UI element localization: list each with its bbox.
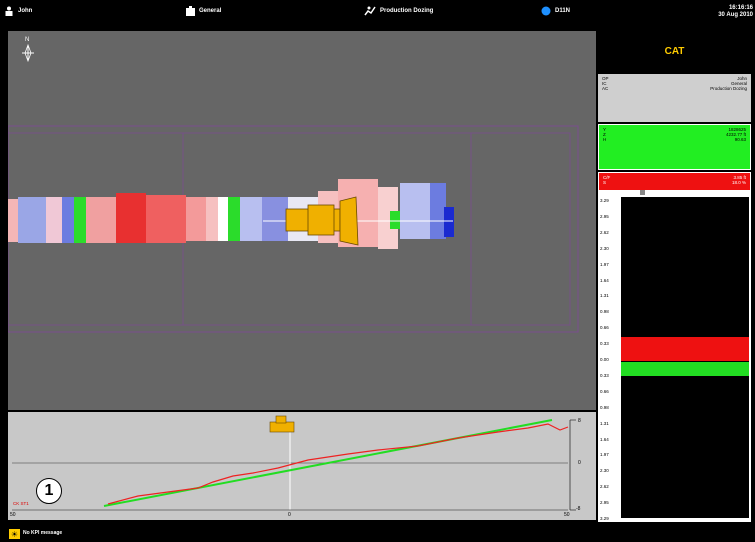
gauge-tick-label: 2.95 — [600, 500, 609, 506]
kpi-message: No KPI message — [23, 530, 63, 536]
machine-name: D11N — [555, 8, 571, 14]
gauge-marker — [640, 190, 645, 195]
gauge-tick-label: 1.64 — [600, 277, 609, 283]
gauge-tick-label: 2.30 — [600, 468, 609, 474]
gauge-tick-label: 1.31 — [600, 420, 609, 426]
implement-name: General — [199, 8, 222, 14]
gauge-tick-label: 2.30 — [600, 245, 609, 251]
activity-name: Production Dozing — [380, 8, 434, 14]
gauge-tick-label: 0.00 — [600, 357, 609, 362]
implement-icon — [186, 6, 195, 16]
profile-mid-scale: 0 — [578, 460, 581, 466]
logo-panel: CAT — [598, 31, 751, 72]
gauge-tick-label: 2.62 — [600, 229, 609, 235]
gauge-tick-label: 2.95 — [600, 213, 609, 219]
implement-indicator[interactable]: General — [186, 6, 221, 16]
design-boundary-outer — [8, 125, 579, 333]
bottom-bar: No KPI message — [0, 525, 755, 542]
plan-view-map[interactable]: N — [8, 31, 596, 410]
svg-text:N: N — [25, 37, 29, 43]
profile-scale-bracket — [569, 419, 576, 511]
north-arrow-icon[interactable]: N — [22, 37, 34, 63]
profile-left-label: 50 — [10, 512, 16, 518]
clock: 16:16:16 30 Aug 2010 — [718, 5, 753, 19]
gauge-on-grade-bar — [621, 362, 749, 376]
cut-fill-gauge: 3.29 2.95 2.62 2.30 1.97 1.64 1.31 0.98 0.66 0.33… — [598, 190, 751, 522]
clock-time: 16:16:16 — [728, 5, 753, 11]
gauge-tick-label: 1.64 — [600, 436, 609, 442]
operator-icon — [5, 6, 13, 16]
info-panel: OP John IC General AC Production Dozing — [598, 74, 751, 122]
top-bar: John General Production Dozing D11N 16:1… — [0, 0, 755, 27]
profile-view[interactable]: 50 0 50 8 0 -8 CK ST1 1 — [8, 412, 596, 520]
info-row-ac: AC Production Dozing — [602, 86, 747, 91]
design-profile-line — [103, 419, 553, 507]
slope-row: S 18.0 % — [603, 180, 746, 185]
dozer-machine-icon — [285, 196, 359, 246]
gauge-tick-label: 2.62 — [600, 484, 609, 490]
gauge-tick-label: 1.97 — [600, 452, 609, 458]
gauge-tick-label: 0.66 — [600, 325, 609, 331]
gauge-tick-label: 0.98 — [600, 404, 609, 410]
clock-date: 30 Aug 2010 — [718, 12, 753, 18]
cut-fill-pass-strip — [8, 179, 454, 249]
sun-icon[interactable]: ☀ — [9, 529, 20, 539]
activity-icon — [364, 6, 376, 16]
profile-top-scale: 8 — [578, 418, 581, 424]
ground-profile-line — [107, 423, 569, 505]
position-panel: Y 1828625 Z 4232.77 ft H 90.63 — [598, 124, 751, 170]
profile-right-label: 50 — [564, 512, 570, 518]
gauge-tick-label: 0.33 — [600, 341, 609, 347]
coord-row-y: Y 1828625 — [603, 127, 746, 132]
gauge-tick-label: 0.33 — [600, 372, 609, 378]
coord-row-h: H 90.63 — [603, 137, 746, 142]
gauge-tick-label: 0.66 — [600, 388, 609, 394]
profile-dozer-icon — [269, 415, 295, 433]
operator-indicator[interactable]: John — [4, 6, 32, 16]
cutfill-row: C/F 3.85 ft — [603, 175, 746, 180]
coord-row-z: Z 4232.77 ft — [603, 132, 746, 137]
gauge-tick-label: 0.98 — [600, 309, 609, 315]
info-row-op: OP John — [602, 76, 747, 81]
gauge-cut-bar — [621, 337, 749, 361]
machine-status-icon — [541, 6, 551, 16]
cat-logo: CAT — [664, 46, 685, 57]
gauge-tick-label: 1.31 — [600, 293, 609, 299]
gauge-tick-label: 3.29 — [600, 516, 609, 521]
design-boundary-inner — [8, 132, 571, 326]
gauge-tick-label: 3.29 — [600, 198, 609, 203]
info-row-ic: IC General — [602, 81, 747, 86]
operator-name: John — [18, 8, 33, 14]
map-canvas: N — [8, 37, 579, 333]
machine-indicator[interactable]: D11N — [541, 6, 570, 16]
profile-legend: CK ST1 — [13, 501, 29, 506]
gauge-tick-label: 1.97 — [600, 261, 609, 267]
profile-center-label: 0 — [288, 512, 291, 518]
gauge-display — [621, 197, 749, 518]
callout-marker: 1 — [36, 478, 62, 504]
activity-indicator[interactable]: Production Dozing — [364, 6, 433, 16]
profile-bottom-scale: -8 — [576, 506, 581, 512]
profile-canvas — [12, 415, 576, 511]
